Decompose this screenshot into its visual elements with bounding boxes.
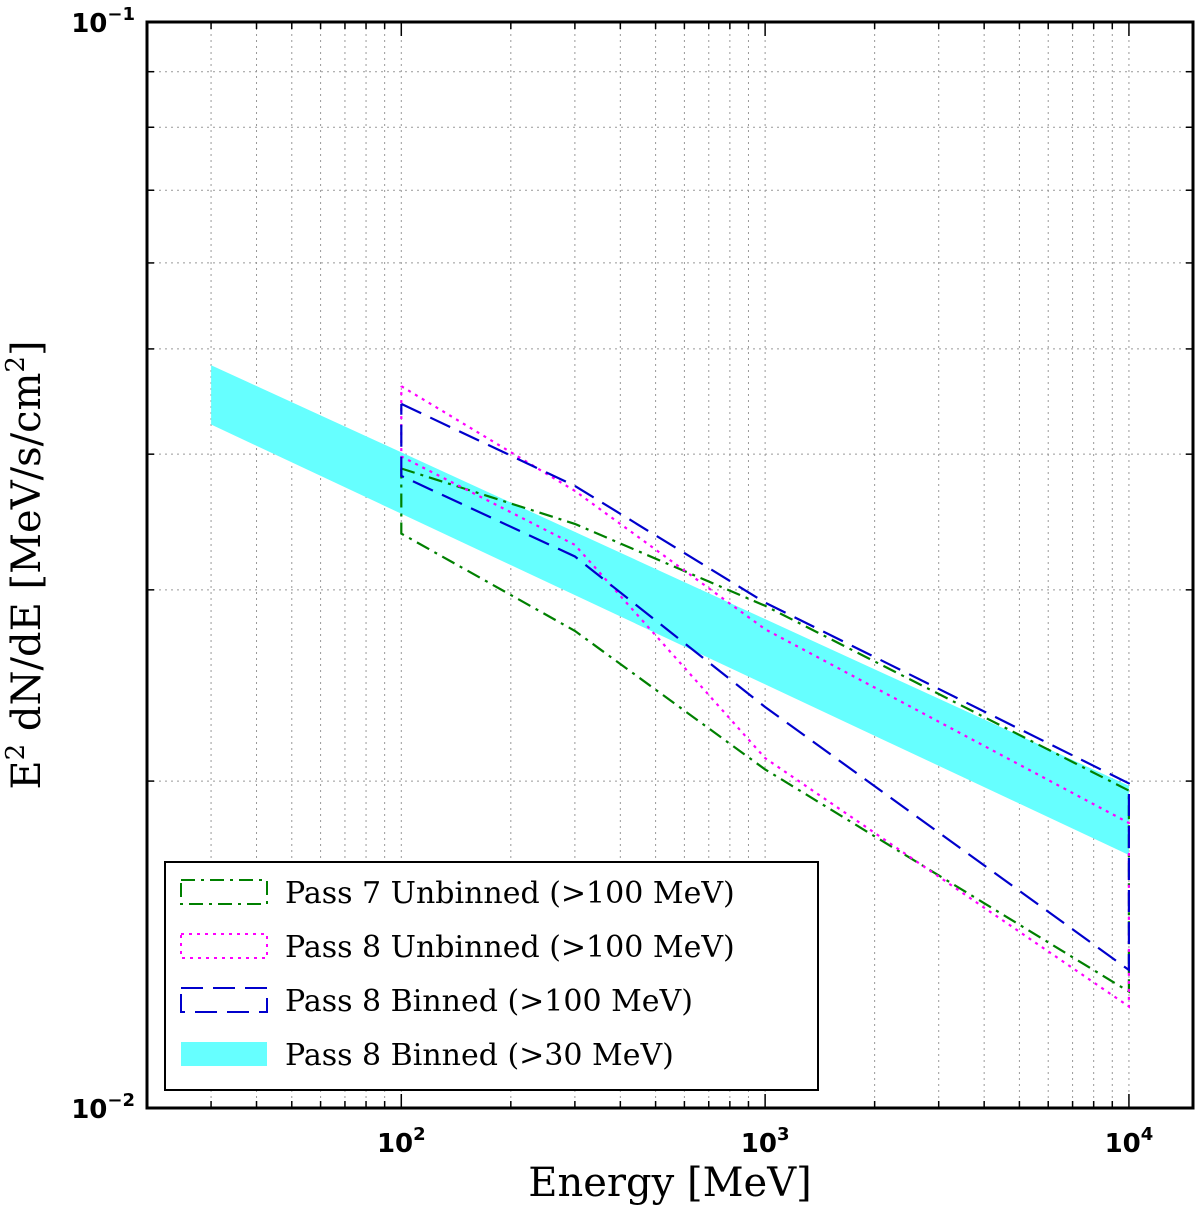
legend-box: [164, 861, 819, 1091]
legend-swatch: [180, 933, 268, 959]
x-tick-label: 102: [377, 1124, 426, 1159]
legend-label: Pass 8 Binned (>100 MeV): [285, 984, 693, 1019]
x-tick-label: 103: [741, 1124, 790, 1159]
tick-exponent: 2: [413, 1124, 426, 1145]
y-tick-label: 10−2: [71, 1090, 135, 1125]
y-label-sup: 2: [1, 744, 31, 761]
tick-base: 10: [71, 1095, 107, 1125]
x-tick-label: 104: [1105, 1124, 1154, 1159]
plot-area-frame: [145, 20, 1195, 1110]
y-axis-label: E2 dN/dE [MeV/s/cm2]: [1, 340, 50, 789]
y-label-part: E: [4, 760, 50, 789]
series-line: [400, 385, 1131, 1009]
legend-swatch: [181, 1042, 267, 1066]
y-label-part: ]: [4, 340, 50, 356]
axis-ticks: [146, 21, 1193, 1109]
band-series: [211, 365, 1129, 855]
tick-exponent: 4: [1141, 1124, 1154, 1145]
tick-exponent: −1: [107, 4, 135, 25]
y-label-part: dN/dE [MeV/s/cm: [4, 373, 50, 744]
y-tick-label: 10−1: [71, 4, 135, 39]
series-line: [400, 402, 1131, 973]
legend-swatch: [180, 879, 268, 905]
legend-label: Pass 7 Unbinned (>100 MeV): [285, 876, 735, 911]
series-layer: [211, 365, 1131, 1009]
legend: Pass 7 Unbinned (>100 MeV) Pass 8 Unbinne…: [164, 861, 819, 1091]
legend-swatch: [180, 987, 268, 1013]
legend-label: Pass 8 Unbinned (>100 MeV): [285, 930, 735, 965]
tick-exponent: −2: [107, 1090, 135, 1111]
tick-base: 10: [377, 1129, 413, 1159]
legend-label: Pass 8 Binned (>30 MeV): [285, 1038, 674, 1073]
tick-base: 10: [741, 1129, 777, 1159]
x-axis-label: Energy [MeV]: [528, 1160, 811, 1206]
tick-exponent: 3: [777, 1124, 790, 1145]
tick-base: 10: [71, 9, 107, 39]
tick-base: 10: [1105, 1129, 1141, 1159]
y-label-sup: 2: [1, 356, 31, 373]
